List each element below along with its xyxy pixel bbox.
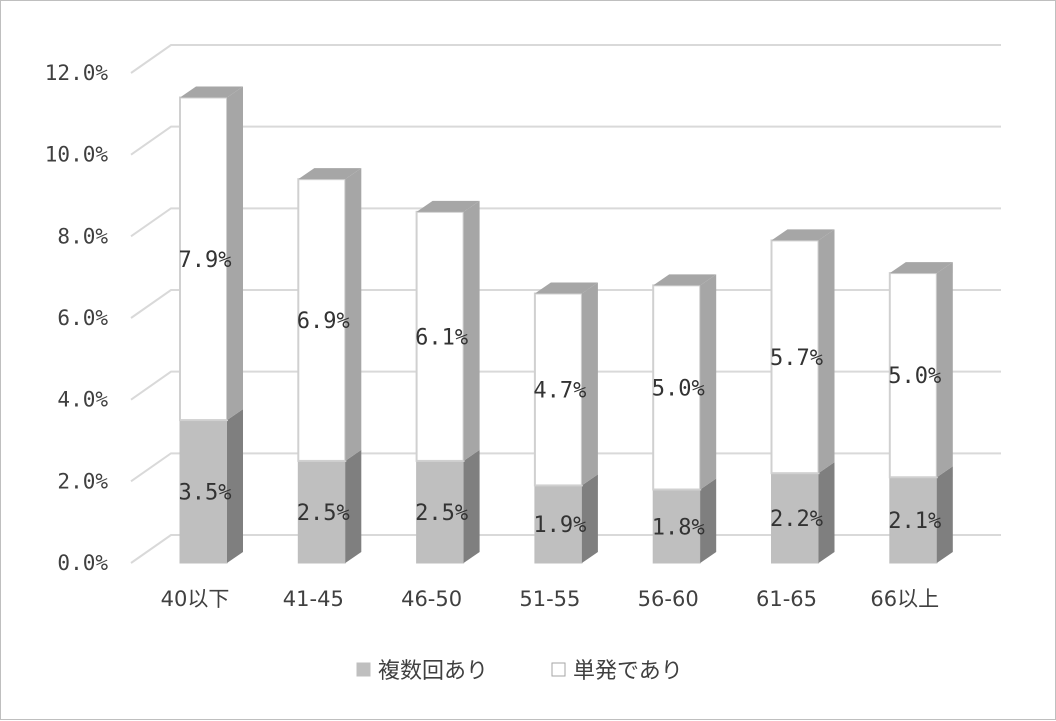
- y-tick-label: 8.0%: [57, 224, 108, 248]
- bar-multiple-side: [345, 449, 362, 563]
- data-label-single: 5.0%: [652, 376, 705, 401]
- bar-single-top: [416, 200, 480, 212]
- gridline: [130, 207, 1001, 238]
- gridline: [130, 289, 1001, 319]
- legend-label-single: 単発であり: [573, 659, 683, 684]
- legend-swatch-multiple: [356, 662, 371, 677]
- bar-multiple-side: [227, 409, 243, 563]
- bar-multiple-front: [534, 484, 583, 564]
- x-tick-label: 41-45: [283, 587, 344, 611]
- gridlines: [130, 44, 1001, 564]
- gridline: [130, 534, 1001, 564]
- gridline: [130, 44, 1001, 74]
- bar-single-top: [534, 282, 598, 294]
- bar-single-front: [888, 272, 938, 479]
- bar-multiple-side: [463, 449, 480, 563]
- gridline: [130, 370, 1001, 401]
- y-tick-label: 12.0%: [45, 61, 109, 85]
- x-axis-ticks: 40以下 41-45 46-50 51-55 56-60 61-65 66以上: [161, 587, 940, 611]
- y-axis-ticks: 0.0% 2.0% 4.0% 6.0% 8.0% 10.0% 12.0%: [45, 61, 109, 575]
- data-label-multiple: 2.5%: [297, 501, 350, 526]
- bar-multiple-front: [179, 419, 228, 564]
- bar-single-side: [463, 200, 480, 461]
- gridline: [130, 452, 1001, 483]
- data-label-single: 5.7%: [770, 346, 823, 371]
- bar-multiple-front: [652, 489, 701, 564]
- bar-single-top: [889, 262, 953, 274]
- bar-multiple-side: [818, 462, 835, 563]
- bar-single-front: [770, 239, 820, 475]
- bar-multiple-side: [700, 478, 717, 563]
- bars: [179, 86, 953, 564]
- data-labels: 3.5% 7.9% 2.5% 6.9% 2.5% 6.1% 1.9% 4.7% 1.8% 5.0%…: [179, 248, 942, 540]
- data-label-multiple: 2.1%: [888, 509, 941, 534]
- x-tick-label: 61-65: [756, 587, 817, 611]
- bar-multiple-front: [771, 472, 819, 564]
- y-tick-label: 0.0%: [57, 551, 108, 575]
- bar-single-side: [345, 168, 362, 461]
- x-tick-label: 46-50: [401, 587, 462, 611]
- data-label-multiple: 1.8%: [652, 515, 705, 540]
- bar-multiple-side: [936, 466, 953, 563]
- bar-multiple-side: [581, 474, 598, 563]
- gridline: [130, 125, 1001, 156]
- x-tick-label: 66以上: [870, 587, 939, 611]
- legend: 複数回あり 単発であり: [356, 659, 683, 684]
- data-label-multiple: 2.5%: [415, 501, 468, 526]
- bar-single-side: [700, 274, 717, 490]
- legend-label-multiple: 複数回あり: [378, 659, 488, 684]
- data-label-single: 6.9%: [297, 309, 350, 334]
- bar-single-top: [180, 86, 243, 98]
- bar-single-side: [581, 282, 598, 486]
- bar-multiple-front: [889, 476, 938, 564]
- bar-single-top: [771, 229, 835, 241]
- data-label-single: 6.1%: [415, 325, 468, 350]
- data-label-single: 4.7%: [533, 378, 586, 403]
- bar-single-side: [227, 86, 243, 421]
- x-tick-label: 51-55: [519, 587, 580, 611]
- y-tick-label: 4.0%: [57, 388, 108, 412]
- data-label-multiple: 3.5%: [179, 481, 232, 506]
- data-label-multiple: 2.2%: [770, 507, 823, 532]
- bar-single-front: [415, 210, 465, 462]
- data-label-single: 5.0%: [888, 364, 941, 389]
- bar-single-top: [298, 168, 362, 180]
- bar-single-side: [936, 262, 953, 478]
- data-label-multiple: 1.9%: [533, 513, 586, 538]
- legend-swatch-single: [551, 662, 566, 677]
- bar-single-side: [818, 229, 835, 474]
- y-tick-label: 2.0%: [57, 469, 108, 493]
- y-tick-label: 10.0%: [45, 143, 109, 167]
- y-tick-label: 6.0%: [57, 306, 108, 330]
- x-tick-label: 40以下: [161, 587, 230, 611]
- bar-single-top: [653, 274, 717, 286]
- data-label-single: 7.9%: [179, 248, 232, 273]
- x-tick-label: 56-60: [638, 587, 699, 611]
